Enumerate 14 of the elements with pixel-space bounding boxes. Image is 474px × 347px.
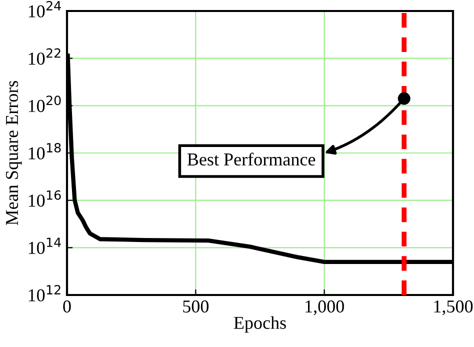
y-tick-label: 10$^{22}$ [28,48,60,65]
x-tick-label: 500 [183,300,209,313]
y-axis-title: Mean Square Errors [6,80,22,226]
y-tick-label: 10$^{12}$ [28,284,60,302]
y-tick-label: 10$^{20}$ [28,96,61,112]
x-tick-label: 1,500 [434,300,473,316]
y-tick-label: 10$^{18}$ [28,142,61,160]
y-tick-label: 10$^{24}$ [28,0,61,18]
x-axis-title: Epochs [234,316,286,333]
x-tick-label: 1,000 [306,300,344,316]
y-tick-label: 10$^{16}$ [28,190,61,207]
annotation: Best Performance [187,152,316,166]
x-tick-label: 0 [63,300,71,313]
y-tick-label: 10$^{14}$ [28,238,61,254]
